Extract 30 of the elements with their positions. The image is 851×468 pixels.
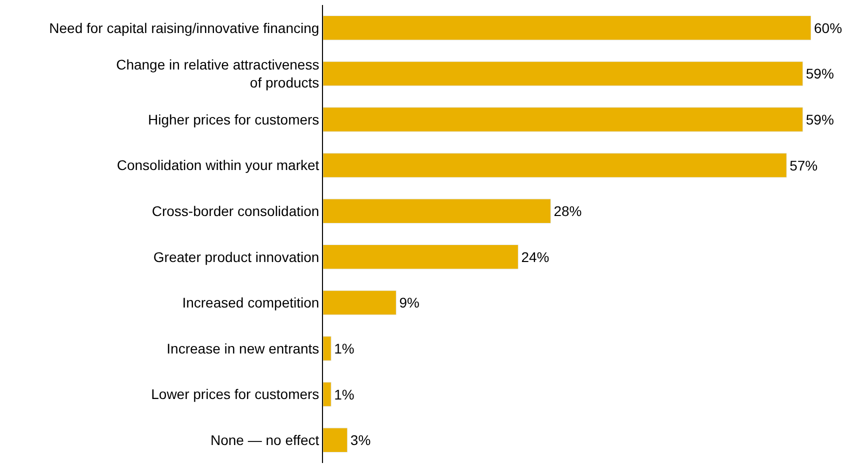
y-tick-label: Greater product innovation: [153, 248, 320, 265]
data-label: 1%: [334, 340, 354, 356]
data-label: 3%: [350, 432, 371, 448]
bar: [323, 336, 332, 361]
y-tick-label: Need for capital raising/innovative financing: [49, 20, 320, 36]
data-label: 60%: [814, 20, 842, 36]
data-label: 9%: [399, 294, 420, 311]
data-label: 28%: [554, 203, 582, 220]
y-tick-label: Cross-border consolidation: [152, 203, 320, 219]
data-label: 59%: [806, 112, 834, 128]
bar: [323, 428, 348, 452]
bar: [323, 107, 804, 132]
bar: [323, 152, 787, 178]
y-tick-label: Increase in new entrants: [166, 340, 320, 356]
data-label: 24%: [521, 248, 550, 265]
bar: [323, 61, 804, 86]
y-tick-label: Increased competition: [182, 294, 320, 311]
y-tick-label: Lower prices for customers: [151, 386, 320, 402]
bar: [323, 244, 518, 270]
y-tick-label: Consolidation within your market: [116, 157, 320, 174]
data-label: 1%: [334, 386, 354, 402]
data-label: 59%: [806, 66, 834, 82]
bar: [323, 382, 332, 407]
y-tick-label: None — no effect: [210, 432, 320, 448]
bar: [323, 16, 811, 40]
bar: [323, 290, 396, 316]
y-tick-label: Higher prices for customers: [148, 111, 320, 128]
y-tick-label: Change in relative attractiveness of products: [116, 56, 320, 91]
bar: [323, 198, 551, 224]
data-label: 57%: [790, 157, 818, 174]
